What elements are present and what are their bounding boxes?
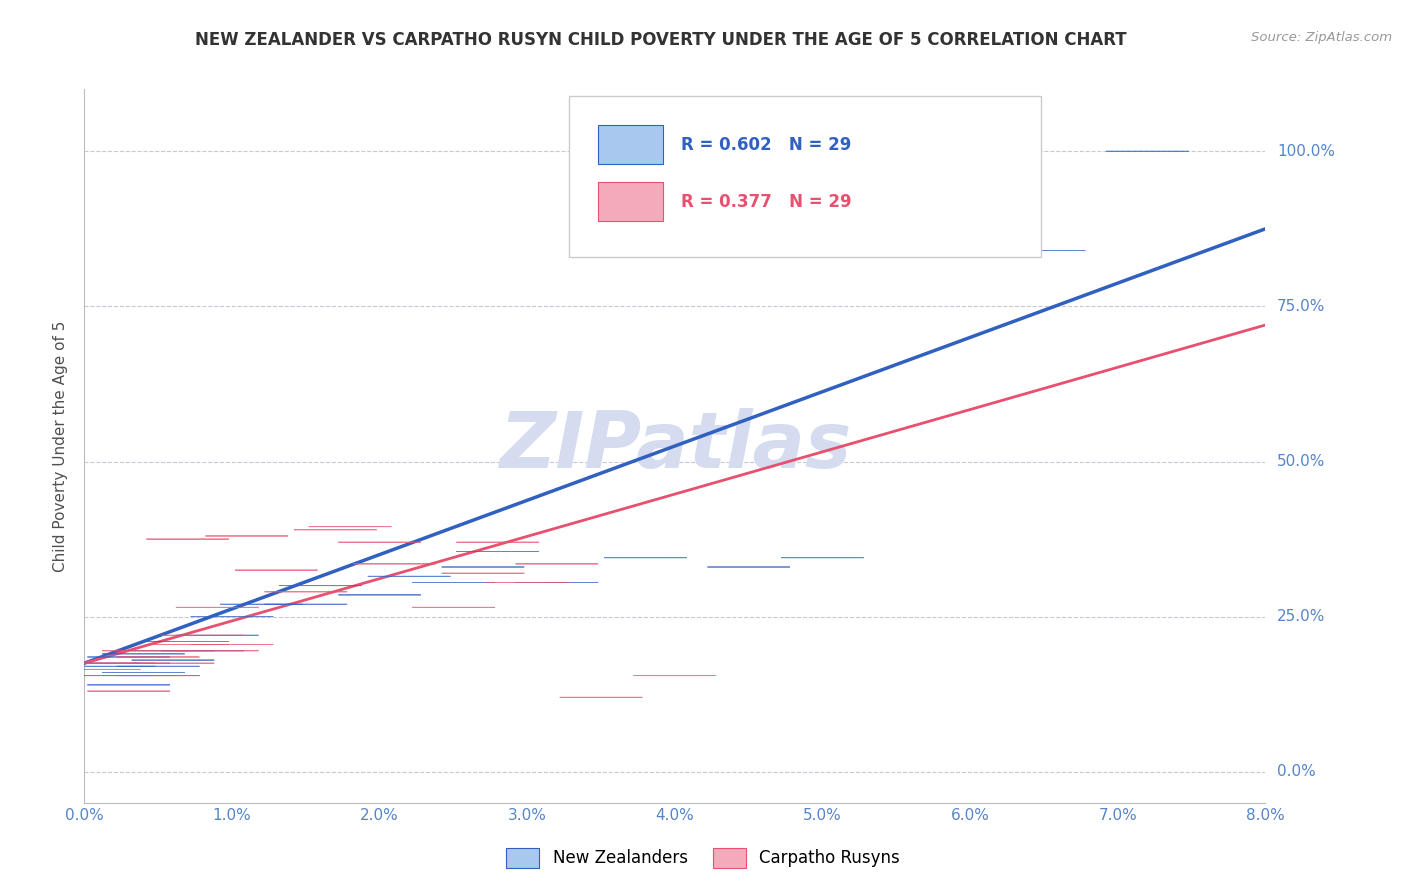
- Text: Source: ZipAtlas.com: Source: ZipAtlas.com: [1251, 31, 1392, 45]
- Text: 75.0%: 75.0%: [1277, 299, 1326, 314]
- Text: R = 0.377   N = 29: R = 0.377 N = 29: [681, 193, 852, 211]
- Text: 50.0%: 50.0%: [1277, 454, 1326, 469]
- Text: R = 0.602   N = 29: R = 0.602 N = 29: [681, 136, 851, 153]
- Text: 25.0%: 25.0%: [1277, 609, 1326, 624]
- Text: ZIPatlas: ZIPatlas: [499, 408, 851, 484]
- Legend: New Zealanders, Carpatho Rusyns: New Zealanders, Carpatho Rusyns: [499, 841, 907, 875]
- Bar: [598, 182, 664, 221]
- Text: 100.0%: 100.0%: [1277, 144, 1336, 159]
- Text: NEW ZEALANDER VS CARPATHO RUSYN CHILD POVERTY UNDER THE AGE OF 5 CORRELATION CHA: NEW ZEALANDER VS CARPATHO RUSYN CHILD PO…: [195, 31, 1126, 49]
- Bar: [598, 125, 664, 164]
- Text: 0.0%: 0.0%: [1277, 764, 1316, 780]
- Y-axis label: Child Poverty Under the Age of 5: Child Poverty Under the Age of 5: [53, 320, 69, 572]
- FancyBboxPatch shape: [568, 96, 1040, 257]
